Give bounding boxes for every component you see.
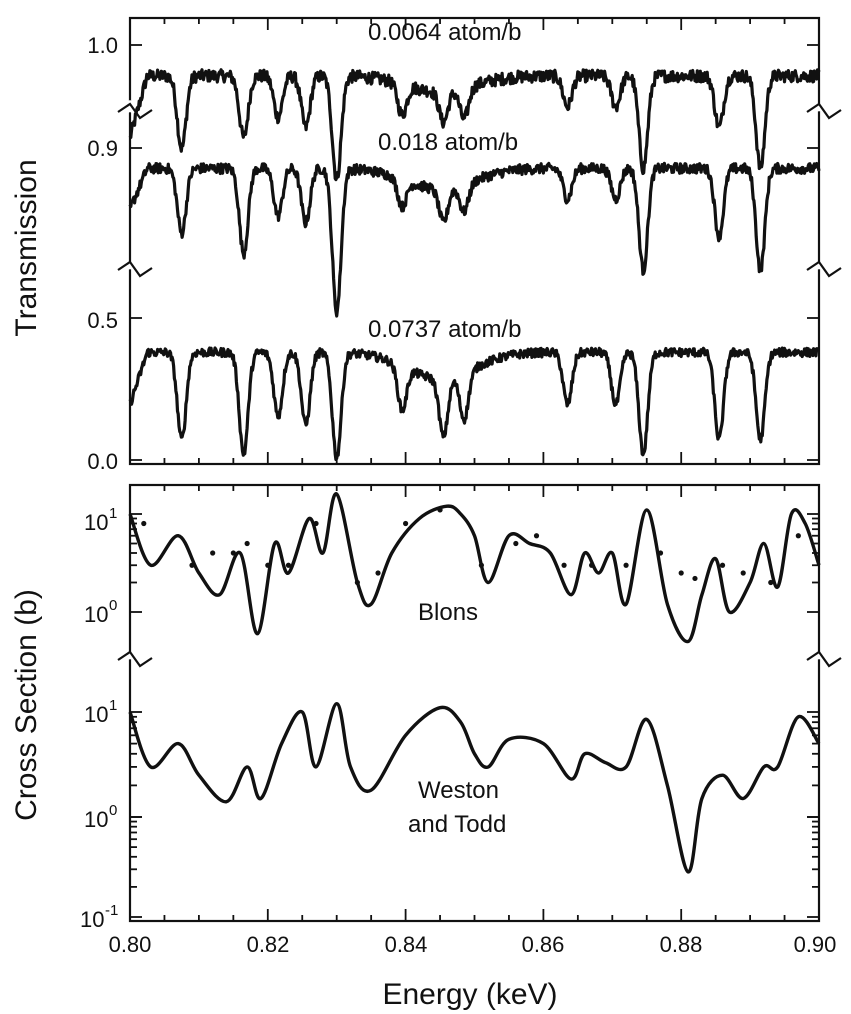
svg-text:-1: -1	[105, 902, 118, 919]
blons-data-point	[719, 562, 726, 568]
ytick-label-top-1: 1.0	[87, 33, 118, 58]
ytick-label-bottom-4: 10 0	[84, 802, 117, 832]
series-label-018: 0.018 atom/b	[378, 129, 518, 156]
blons-data-point	[561, 562, 567, 568]
ytick-label-bottom-1: 10 1	[84, 505, 117, 535]
blons-data-point	[210, 550, 216, 556]
blons-data-point	[265, 562, 271, 568]
weston-todd-curve	[128, 702, 821, 874]
blons-fit-curve	[128, 492, 821, 644]
blons-data-point	[768, 579, 774, 586]
svg-text:10: 10	[84, 807, 108, 832]
ytick-label-bottom-3: 10 1	[84, 697, 117, 727]
ytick-label-top-2: 0.9	[87, 136, 118, 161]
data-traces	[128, 68, 821, 874]
blons-data-point	[478, 562, 484, 568]
blons-data-point	[189, 562, 195, 568]
ytick-label-top-3: 0.5	[87, 308, 118, 333]
svg-text:and Todd: and Todd	[408, 811, 506, 838]
xtick-label-5: 0.88	[660, 932, 703, 957]
ytick-label-top-4: 0.0	[87, 449, 118, 474]
svg-text:1: 1	[109, 697, 117, 714]
blons-data-point	[795, 533, 801, 539]
blons-data-point	[403, 520, 409, 527]
transmission-trace-3	[128, 346, 820, 461]
svg-text:Weston: Weston	[418, 777, 499, 804]
series-label-blons: Blons	[418, 599, 478, 626]
transmission-trace-2	[128, 161, 821, 318]
blons-data-point	[285, 562, 292, 568]
break-left-2	[117, 260, 153, 278]
series-label-weston-todd: Weston and Todd	[408, 777, 506, 838]
blons-data-point	[244, 540, 250, 547]
ytick-label-bottom-5: 10 -1	[80, 902, 118, 932]
x-axis-label: Energy (keV)	[382, 978, 557, 1011]
series-label-0737: 0.0737 atom/b	[368, 316, 521, 343]
break-right-2	[806, 260, 842, 278]
blons-data-point	[657, 550, 664, 556]
svg-text:0: 0	[109, 597, 117, 614]
blons-data-point	[141, 520, 147, 527]
blons-data-point	[230, 550, 236, 556]
transmission-trace-1	[128, 68, 821, 182]
svg-text:10: 10	[80, 907, 104, 932]
xtick-label-3: 0.84	[385, 932, 428, 957]
svg-text:10: 10	[84, 602, 108, 627]
xtick-label-1: 0.80	[109, 932, 152, 957]
blons-data-point	[513, 540, 519, 547]
blons-data-point	[437, 507, 443, 513]
blons-data-point	[375, 570, 381, 576]
blons-data-point	[740, 570, 746, 576]
svg-text:1: 1	[109, 505, 117, 522]
series-label-0064: 0.0064 atom/b	[368, 19, 521, 46]
svg-text:10: 10	[84, 510, 108, 535]
break-right-1	[806, 102, 842, 120]
blons-data-point	[533, 533, 540, 539]
y-axis-label-top: Transmission	[10, 159, 43, 336]
blons-data-point	[589, 562, 595, 568]
svg-text:10: 10	[84, 702, 108, 727]
blons-data-point	[354, 579, 360, 586]
xtick-label-4: 0.86	[522, 932, 565, 957]
blons-data-point	[678, 570, 684, 576]
break-right-3	[806, 650, 842, 668]
svg-text:0: 0	[109, 802, 117, 819]
xtick-label-6: 0.90	[794, 932, 837, 957]
y-axis-label-bottom: Cross Section (b)	[10, 589, 43, 821]
blons-data-point	[313, 520, 319, 527]
blons-data-point	[692, 575, 698, 582]
break-left-3	[117, 650, 153, 668]
ytick-label-bottom-2: 10 0	[84, 597, 117, 627]
blons-data-point	[623, 562, 629, 568]
xtick-label-2: 0.82	[247, 932, 290, 957]
